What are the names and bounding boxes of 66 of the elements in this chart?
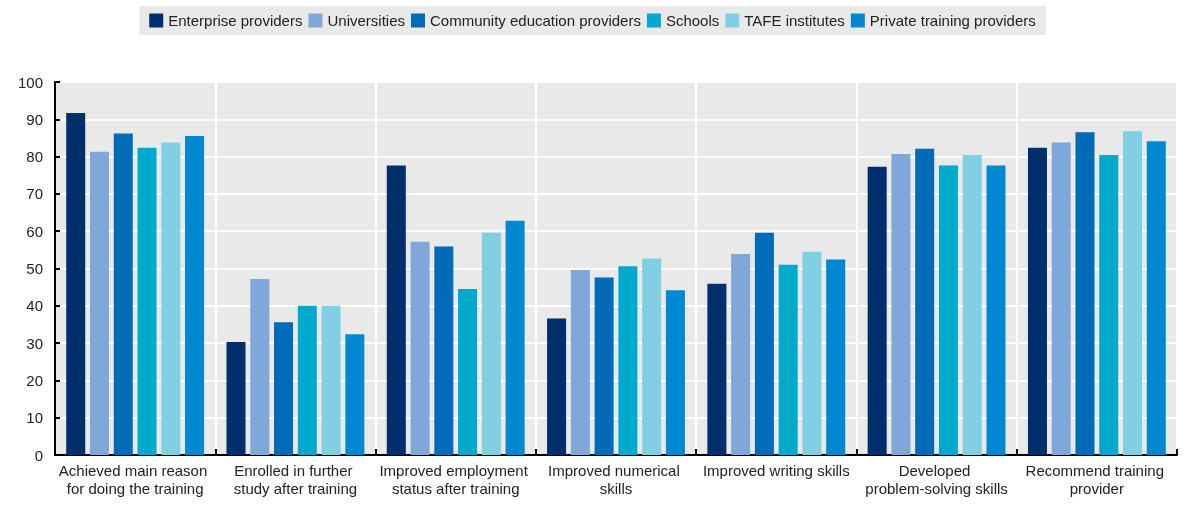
bar [826, 259, 846, 455]
bar [778, 264, 798, 455]
bar [915, 148, 935, 455]
bar [1146, 141, 1166, 455]
bar [754, 232, 774, 455]
y-tick-label: 50 [26, 260, 43, 277]
legend-label: Enterprise providers [168, 12, 303, 29]
bar [386, 165, 406, 455]
legend-label: TAFE institutes [744, 12, 845, 29]
bar [1099, 155, 1119, 455]
y-tick-label: 80 [26, 148, 43, 166]
bar [274, 322, 294, 455]
x-tick-label: Enrolled in further study after training [233, 461, 358, 497]
bar [137, 147, 157, 455]
x-tick-label: Recommend training provider [1025, 461, 1169, 497]
bar [1123, 131, 1143, 455]
bar [594, 277, 614, 455]
bar [1051, 142, 1071, 455]
y-tick-label: 70 [26, 185, 43, 203]
bar [297, 305, 317, 455]
y-tick-label: 100 [17, 73, 43, 91]
bar [458, 289, 478, 455]
bar [410, 241, 430, 455]
bar [707, 283, 727, 455]
bar [434, 246, 454, 455]
bar [505, 220, 525, 455]
y-tick-label: 60 [26, 222, 43, 240]
x-tick-label: Improved writing skills [702, 461, 850, 479]
bar [161, 142, 181, 455]
bar [321, 305, 341, 455]
bar [802, 251, 822, 455]
legend-label: Community education providers [429, 12, 641, 29]
bar [986, 165, 1006, 455]
bar [250, 278, 270, 455]
y-tick-label: 40 [26, 297, 43, 315]
legend-label: Schools [665, 12, 720, 29]
y-tick-label: 0 [34, 446, 43, 464]
bar [1075, 132, 1095, 455]
bar [66, 112, 86, 455]
bar [618, 266, 638, 455]
bar [89, 151, 109, 455]
bar [113, 133, 133, 455]
bar [962, 155, 982, 455]
bar [731, 253, 751, 455]
bar [891, 153, 911, 455]
bar [665, 290, 685, 455]
y-tick-label: 10 [26, 409, 43, 427]
bar [867, 166, 887, 455]
bar [547, 318, 567, 455]
x-tick-label: Improved numerical skills [548, 461, 684, 497]
bar [185, 136, 205, 455]
x-tick-label: Developed problem-solving skills [865, 461, 1008, 497]
bar [1027, 147, 1047, 455]
legend-label: Universities [327, 12, 405, 29]
bar [642, 258, 662, 455]
y-tick-label: 90 [26, 110, 43, 128]
y-tick-label: 30 [26, 334, 43, 352]
bar [938, 165, 958, 455]
bar [226, 341, 246, 455]
y-tick-label: 20 [26, 371, 43, 389]
legend-label: Private training providers [869, 12, 1036, 29]
bar [570, 269, 590, 455]
x-tick-label: Achieved main reason for doing the training [58, 461, 212, 497]
bar [345, 334, 365, 455]
bar [481, 232, 501, 455]
x-tick-label: Improved employment status after training [379, 461, 532, 497]
